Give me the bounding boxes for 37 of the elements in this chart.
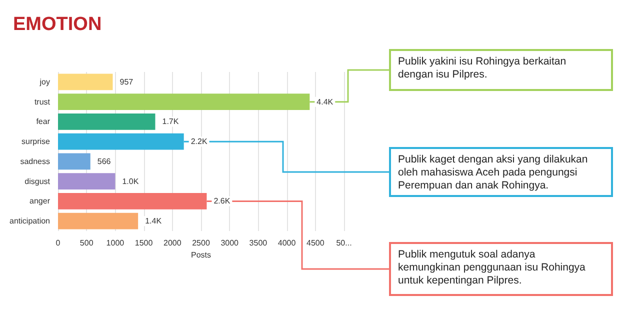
- bar: [58, 153, 90, 170]
- x-tick-label: 1500: [134, 238, 154, 248]
- y-tick-label: sadness: [20, 156, 50, 166]
- data-label: 957: [120, 77, 134, 86]
- y-tick-label: surprise: [22, 137, 51, 146]
- bar: [58, 173, 116, 190]
- bar: [58, 74, 113, 90]
- x-tick-label: 50...: [336, 238, 352, 248]
- x-tick-label: 3500: [249, 238, 268, 248]
- chart-title: EMOTION: [13, 14, 102, 35]
- y-tick-label: joy: [38, 77, 50, 86]
- x-tick-label: 0: [56, 238, 61, 248]
- data-label: 4.4K: [316, 97, 334, 106]
- y-tick-label: disgust: [24, 176, 51, 186]
- x-tick-label: 4500: [306, 238, 325, 248]
- annotation: Publik yakini isu Rohingya berkaitan dengan isu Pilpres.: [398, 56, 570, 80]
- x-axis-title: Posts: [190, 250, 212, 260]
- x-tick-label: 2000: [164, 238, 182, 248]
- y-tick-label: fear: [36, 117, 50, 126]
- data-label: 566: [97, 156, 112, 166]
- data-label: 1.4K: [145, 216, 162, 226]
- x-tick-label: 4000: [278, 238, 296, 248]
- y-tick-label: trust: [34, 97, 51, 106]
- x-tick-label: 1000: [106, 238, 125, 248]
- x-tick-label: 2500: [192, 238, 210, 248]
- x-tick-label: 3000: [220, 238, 240, 248]
- y-tick-label: anticipation: [10, 216, 50, 226]
- data-label: 2.6K: [214, 196, 231, 206]
- bar: [58, 114, 156, 130]
- annotation: Publik kaget dengan aksi yang dilakukan oleh mahasiswa Aceh pada pengungsi Perempuan dan anak Rohingya.: [398, 154, 591, 192]
- data-label: 1.0K: [122, 176, 140, 186]
- data-label: 2.2K: [190, 137, 208, 146]
- annotation: Publik mengutuk soal adanya kemungkinan penggunaan isu Rohingya untuk kepentingan Pilpres.: [398, 248, 588, 286]
- y-tick-label: anger: [30, 196, 50, 206]
- data-label: 1.7K: [162, 117, 180, 126]
- x-tick-label: 500: [80, 238, 94, 248]
- bar: [58, 212, 138, 230]
